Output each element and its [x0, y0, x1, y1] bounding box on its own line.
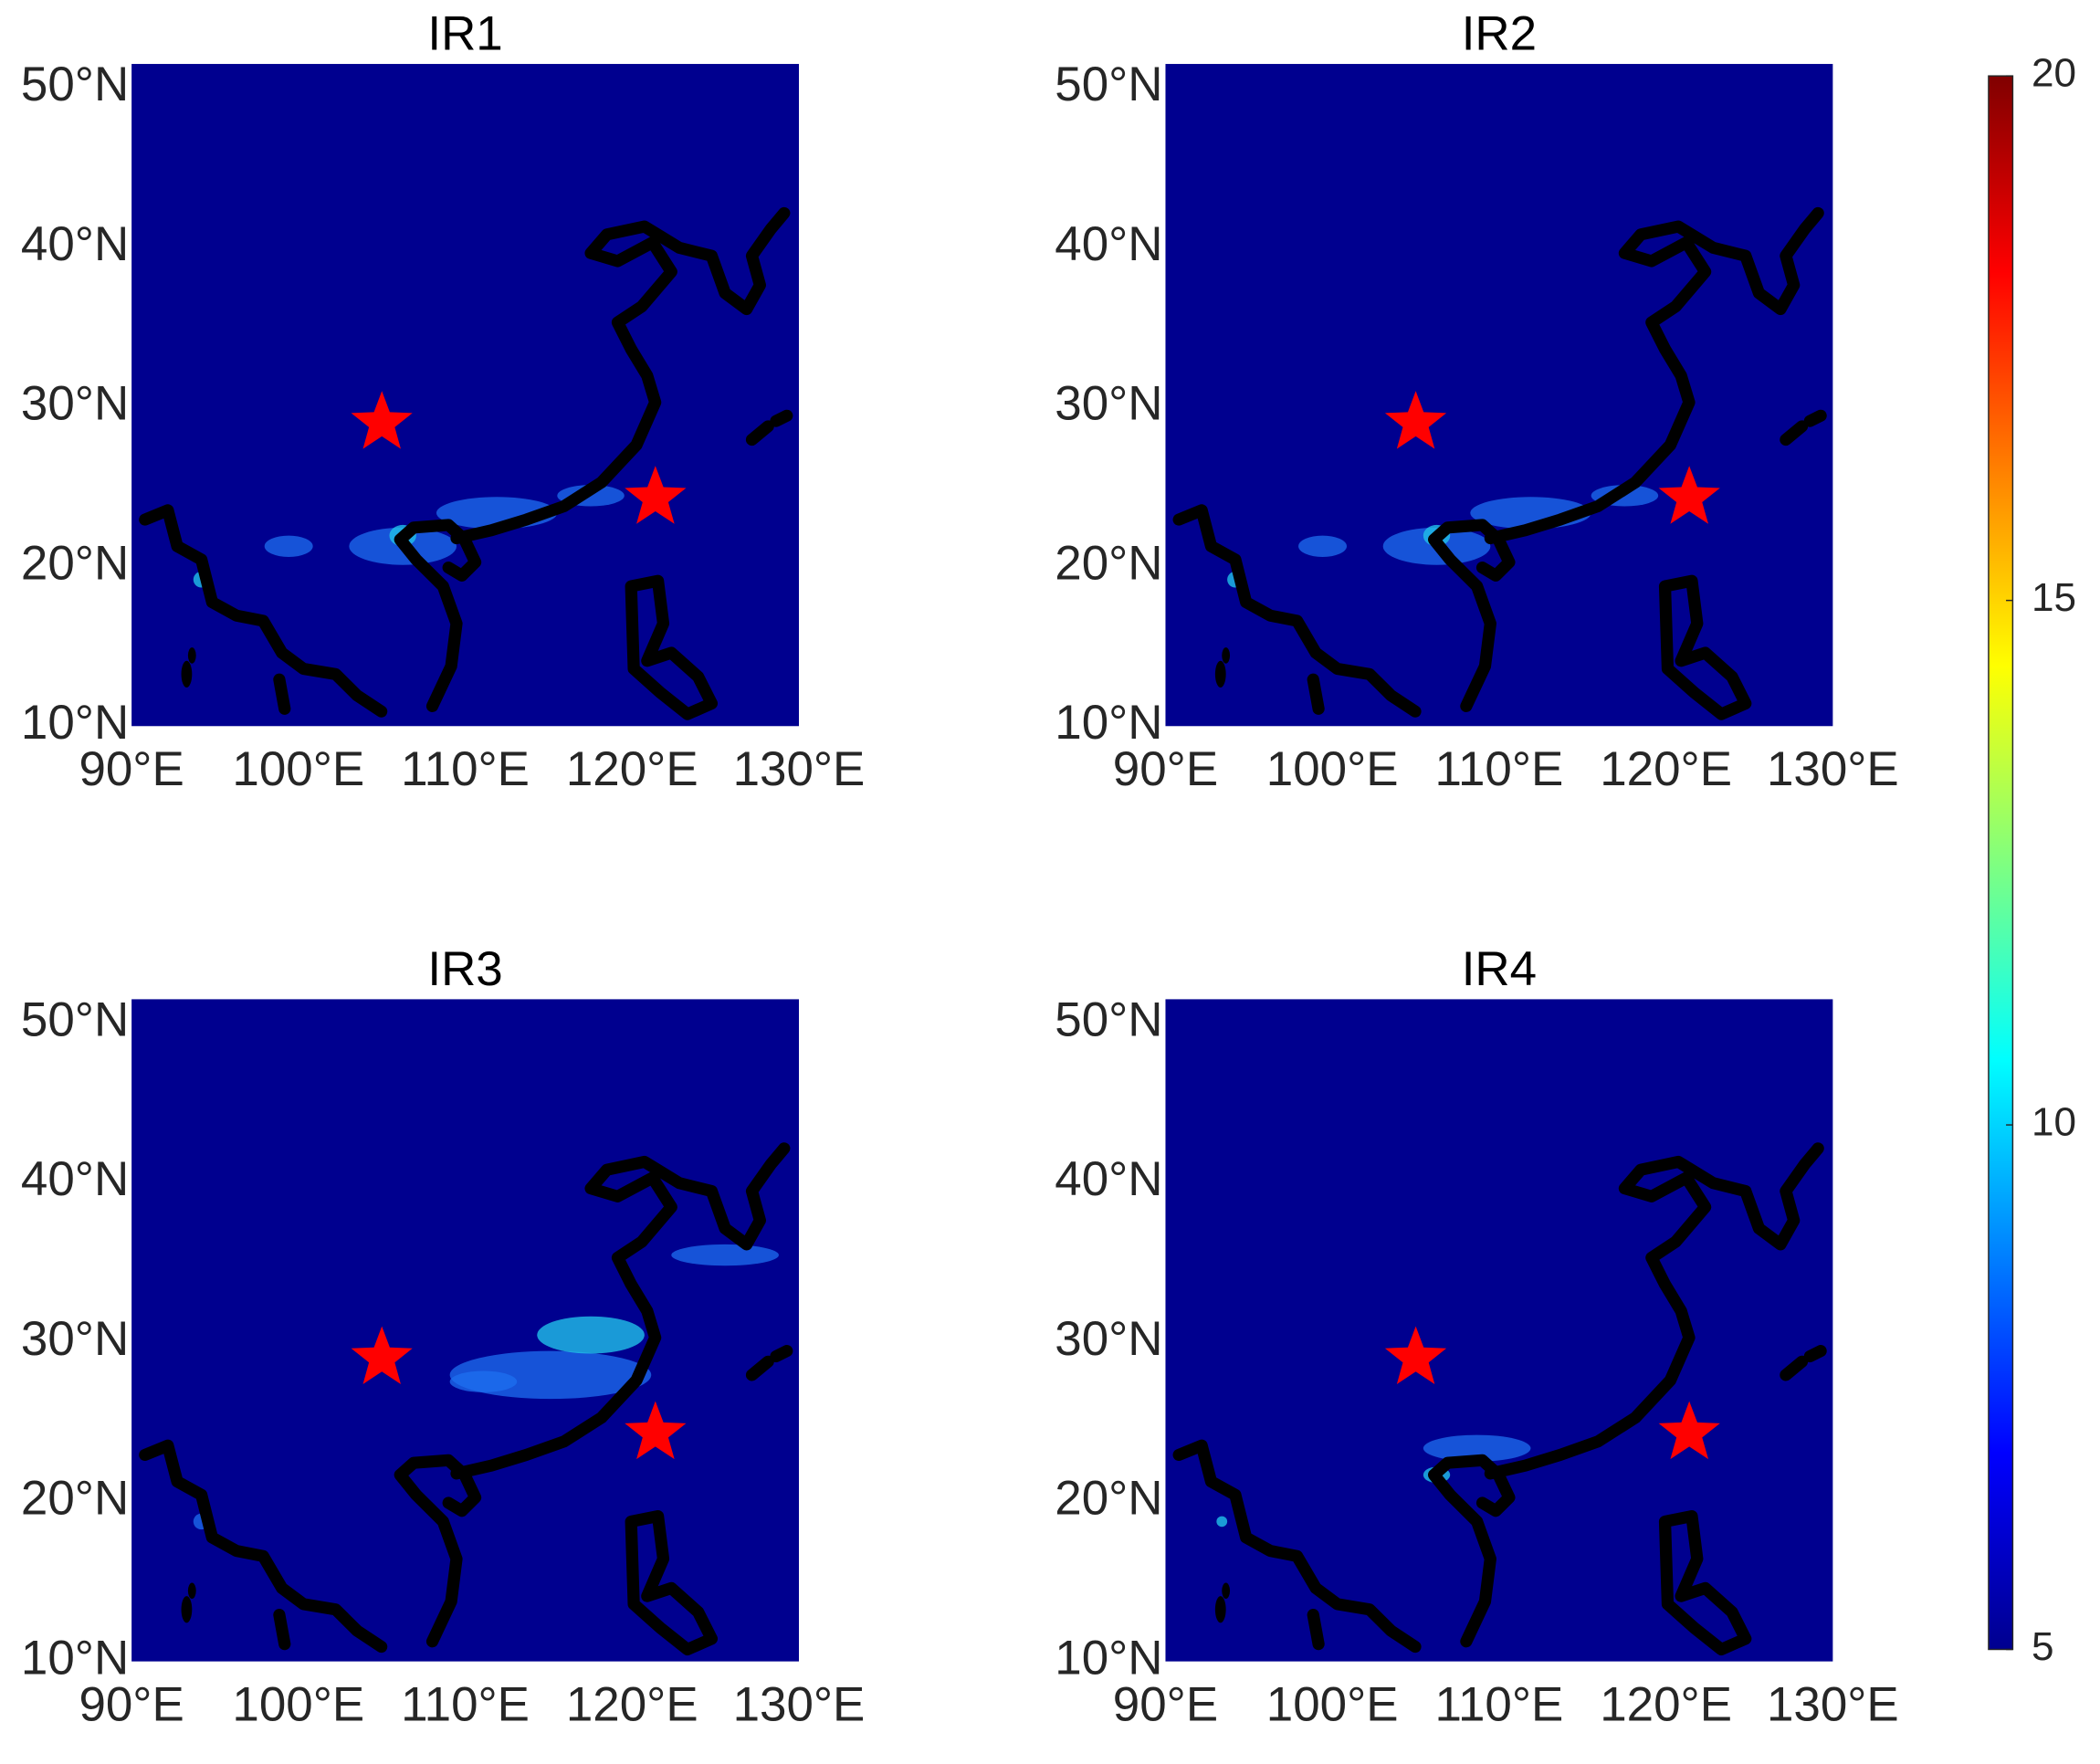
star-marker [1384, 391, 1447, 449]
y-tick-label: 40°N [1055, 1152, 1162, 1206]
y-tick-label: 10°N [21, 1632, 129, 1685]
intensity-patch [671, 1244, 779, 1266]
star-marker [625, 1401, 687, 1460]
colorbar-tick-label: 5 [2032, 1624, 2054, 1669]
x-tick-label: 130°E [1767, 742, 1899, 796]
x-tick-label: 90°E [1113, 742, 1218, 796]
intensity-patch [1423, 1434, 1531, 1462]
intensity-patch [1298, 535, 1347, 557]
x-tick-label: 130°E [1767, 1678, 1899, 1732]
x-tick-label: 130°E [733, 742, 866, 796]
x-tick-label: 120°E [566, 742, 698, 796]
map-area [131, 64, 799, 727]
y-tick-label: 40°N [21, 1152, 129, 1206]
y-tick-label: 10°N [1055, 696, 1162, 750]
intensity-patches [193, 1244, 779, 1530]
intensity-patch [537, 1316, 645, 1354]
map-panel: IR3 90°E 100°E 110°E 120°E 130°E 10°N 20°N 30°N 4… [21, 942, 865, 1731]
x-tick-label: 120°E [1600, 742, 1732, 796]
intensity-patch [1216, 1516, 1228, 1528]
x-tick-label: 110°E [401, 742, 530, 796]
star-marker [351, 1326, 413, 1384]
y-tick-label: 50°N [1055, 58, 1162, 111]
y-tick-label: 50°N [21, 993, 129, 1047]
x-tick-label: 90°E [1113, 1678, 1218, 1732]
y-tick-label: 20°N [21, 1472, 129, 1526]
x-tick-label: 90°E [79, 1678, 184, 1732]
x-tick-label: 90°E [79, 742, 184, 796]
y-tick-label: 10°N [21, 696, 129, 750]
y-tick-label: 20°N [1055, 1472, 1162, 1526]
intensity-patch [264, 535, 313, 557]
y-tick-label: 40°N [21, 217, 129, 271]
y-tick-label: 20°N [21, 537, 129, 591]
colorbar-tick-label: 20 [2032, 51, 2076, 96]
map-area [1165, 64, 1833, 727]
x-tick-label: 110°E [401, 1678, 530, 1732]
x-tick-label: 110°E [1434, 1678, 1563, 1732]
x-tick-label: 130°E [733, 1678, 866, 1732]
y-tick-label: 50°N [1055, 993, 1162, 1047]
y-tick-label: 40°N [1055, 217, 1162, 271]
y-tick-label: 50°N [21, 58, 129, 111]
y-tick-label: 20°N [1055, 537, 1162, 591]
colorbar-tick-label: 15 [2032, 575, 2076, 620]
y-tick-label: 30°N [21, 1312, 129, 1366]
panel-title: IR3 [427, 942, 502, 996]
x-tick-label: 100°E [1266, 742, 1399, 796]
map-area [1165, 999, 1833, 1662]
colorbar-scale [1988, 75, 2014, 1651]
x-tick-label: 100°E [1266, 1678, 1399, 1732]
star-marker [351, 391, 413, 449]
y-tick-label: 10°N [1055, 1632, 1162, 1685]
y-tick-label: 30°N [21, 377, 129, 431]
map-panel: IR4 90°E 100°E 110°E 120°E 130°E 10°N 20°N 30°N 4… [1055, 942, 1898, 1731]
y-tick-label: 30°N [1055, 377, 1162, 431]
map-area [131, 999, 799, 1662]
star-marker [1658, 466, 1720, 524]
y-tick-label: 30°N [1055, 1312, 1162, 1366]
panel-title: IR2 [1462, 7, 1537, 61]
map-panel: IR2 90°E 100°E 110°E 120°E 130°E 10°N 20°N 30°N 4… [1055, 7, 1898, 796]
star-marker [1658, 1401, 1720, 1460]
x-tick-label: 100°E [232, 742, 364, 796]
colorbar-tick-label: 10 [2032, 1100, 2076, 1145]
map-panel: IR1 90°E 100°E 110°E 120°E 130°E 10°N 20°N 30°N 4… [21, 7, 865, 796]
panels: IR1 90°E 100°E 110°E 120°E 130°E 10°N 20°N 30°N 4… [21, 7, 1899, 1732]
colorbar: 5 10 15 20 [1988, 51, 2076, 1669]
panel-title: IR4 [1462, 942, 1537, 996]
x-tick-label: 110°E [1434, 742, 1563, 796]
star-marker [625, 466, 687, 524]
x-tick-label: 120°E [1600, 1678, 1732, 1732]
x-tick-label: 120°E [566, 1678, 698, 1732]
x-tick-label: 100°E [232, 1678, 364, 1732]
intensity-patch [449, 1370, 518, 1392]
panel-title: IR1 [427, 7, 502, 61]
star-marker [1384, 1326, 1447, 1384]
